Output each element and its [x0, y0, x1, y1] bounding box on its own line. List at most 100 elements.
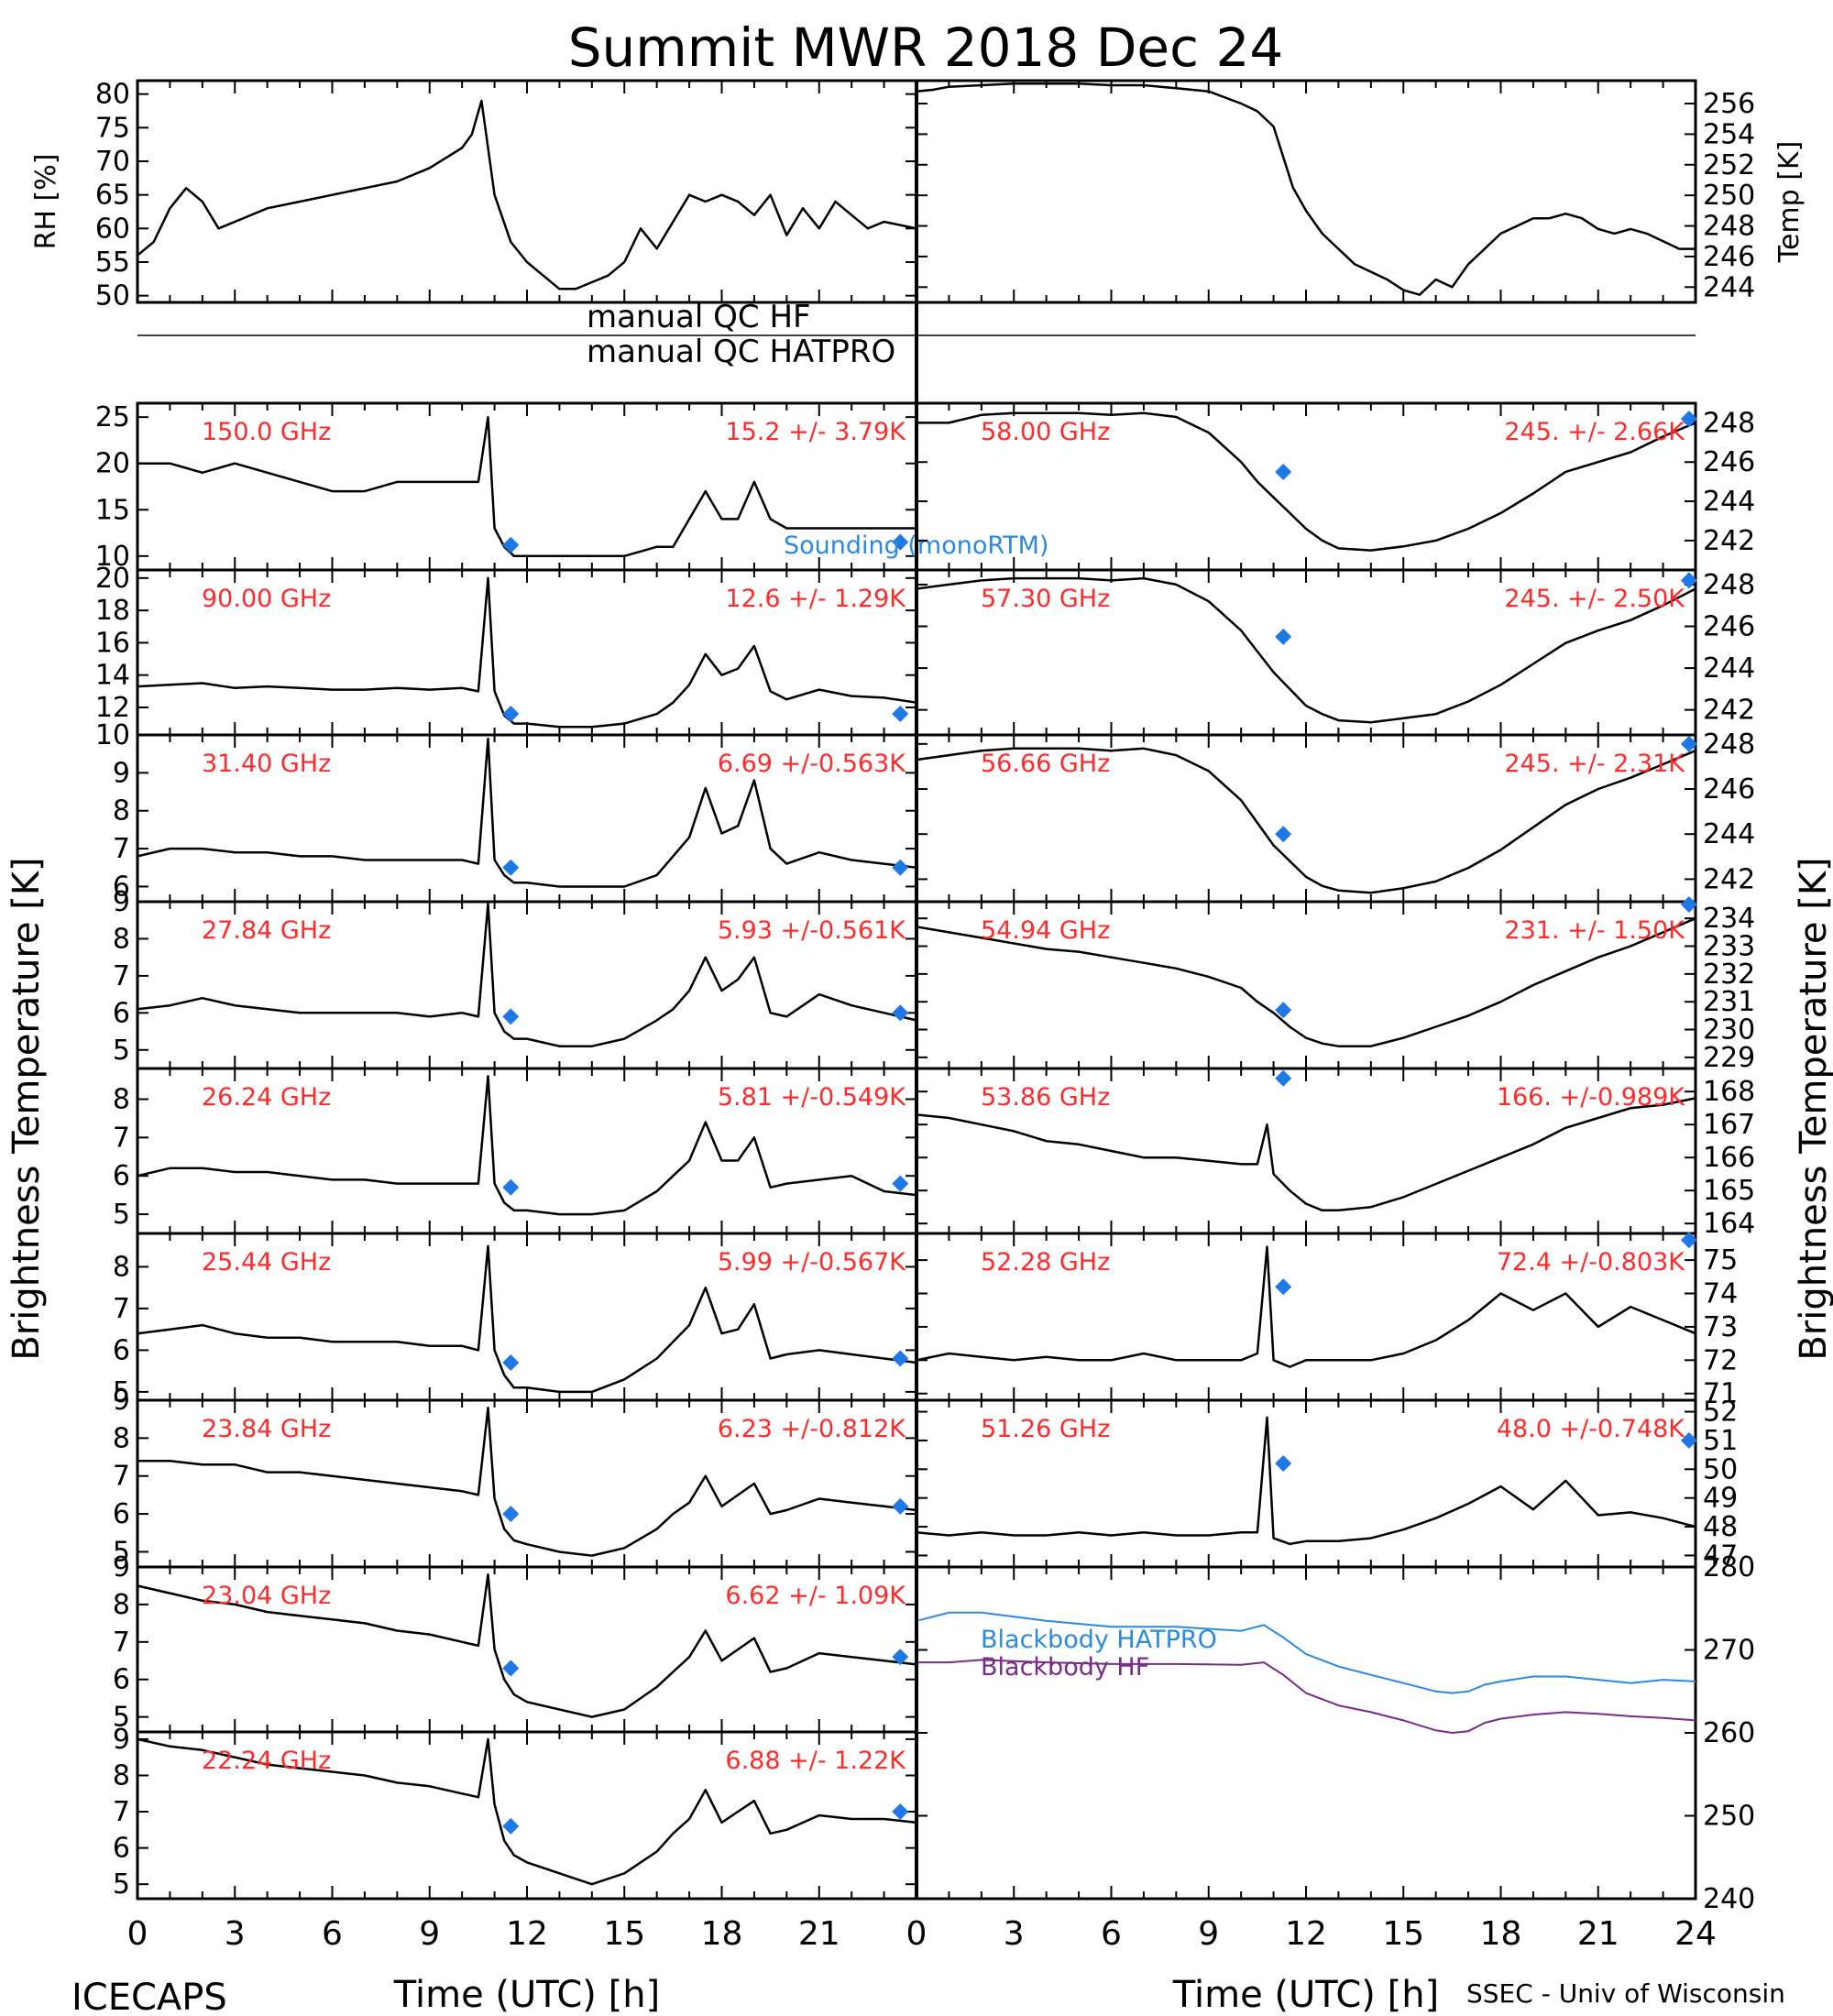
sounding-marker: [892, 533, 909, 551]
y-tick-label: 246: [1703, 611, 1755, 643]
panel-22-24: 56 7 89 22.24 GHz 6.88 +/- 1.22K: [113, 1724, 918, 1901]
y-tick-label: 250: [1703, 180, 1755, 212]
frequency-label: 51.26 GHz: [981, 1415, 1110, 1443]
y-tick-label: 6: [113, 1498, 130, 1530]
y-tick-label: 75: [1703, 1244, 1738, 1276]
y-tick-label: 248: [1703, 211, 1755, 243]
x-tick-label: 9: [419, 1915, 440, 1953]
y-tick-label: 168: [1703, 1076, 1755, 1108]
sounding-marker: [892, 1649, 909, 1666]
y-tick-label: 52: [1703, 1397, 1738, 1429]
x-tick-label: 6: [1101, 1915, 1122, 1953]
y-tick-label: 5: [113, 1868, 130, 1901]
y-tick-label: 15: [95, 494, 130, 526]
y-tick-label: 14: [95, 660, 130, 692]
stat-label: 245. +/- 2.66K: [1504, 418, 1685, 446]
y-tick-label: 5: [113, 1376, 130, 1408]
stat-label: 15.2 +/- 3.79K: [725, 418, 906, 446]
frequency-label: 54.94 GHz: [981, 916, 1110, 945]
x-tick-label: 24: [1674, 1915, 1717, 1953]
y-tick-label: 16: [95, 627, 130, 659]
stat-label: 245. +/- 2.50K: [1504, 585, 1685, 613]
sounding-marker: [1680, 411, 1697, 428]
sounding-marker: [1275, 1069, 1292, 1087]
y-tick-label: 6: [113, 871, 130, 903]
y-tick-label: 7: [113, 1627, 130, 1659]
y-tick-label: 72: [1703, 1344, 1738, 1376]
stat-label: 12.6 +/- 1.29K: [725, 585, 906, 613]
y-tick-label: 50: [1703, 1453, 1738, 1485]
y-tick-label: 246: [1703, 773, 1755, 805]
x-tick-label: 0: [906, 1915, 927, 1953]
panel-31-40: 6 7 8 9 10 31.40 GHz 6.69 +/-0.563K: [95, 719, 918, 904]
frequency-label: 150.0 GHz: [202, 418, 331, 446]
sounding-marker: [502, 859, 520, 876]
sounding-marker: [1275, 463, 1292, 480]
stat-label: 166. +/-0.989K: [1497, 1083, 1685, 1112]
left-y-axis-title: Brightness Temperature [K]: [5, 857, 48, 1360]
y-tick-label: 12: [95, 692, 130, 724]
sounding-marker: [1275, 628, 1292, 645]
frequency-label: 53.86 GHz: [981, 1083, 1110, 1112]
data-trace: [916, 576, 1696, 724]
y-tick-label: 10: [95, 719, 130, 751]
right-y-axis-title: Brightness Temperature [K]: [1793, 857, 1833, 1360]
y-tick-label: 9: [113, 1385, 130, 1417]
y-tick-label: 6: [113, 1664, 130, 1696]
y-tick-label: 6: [113, 1334, 130, 1366]
sounding-marker: [502, 1008, 520, 1025]
y-tick-label: 55: [95, 247, 130, 279]
sounding-marker: [892, 1175, 909, 1192]
x-tick-label: 15: [1382, 1915, 1424, 1953]
frequency-label: 25.44 GHz: [202, 1248, 331, 1276]
y-tick-label: 270: [1703, 1635, 1755, 1667]
y-tick-label: 9: [113, 1724, 130, 1756]
sounding-marker: [1680, 572, 1697, 589]
y-tick-label: 246: [1703, 241, 1755, 273]
x-tick-label: 21: [798, 1915, 840, 1953]
y-tick-label: 8: [113, 923, 130, 955]
stat-label: 6.23 +/-0.812K: [718, 1415, 906, 1443]
panel-frame: [915, 79, 1697, 304]
y-tick-label: 60: [95, 213, 130, 245]
sounding-marker: [892, 1803, 909, 1821]
stat-label: 48.0 +/-0.748K: [1497, 1415, 1685, 1443]
data-trace: [137, 902, 917, 1047]
stat-label: 245. +/- 2.31K: [1504, 750, 1685, 778]
y-tick-label: 244: [1703, 271, 1755, 303]
y-tick-label: 166: [1703, 1142, 1755, 1174]
footer-ssec: SSEC - Univ of Wisconsin: [1466, 1978, 1785, 2009]
data-trace: [916, 917, 1696, 1047]
data-trace: [916, 1245, 1696, 1368]
data-trace: [137, 1572, 917, 1718]
stat-label: 5.93 +/-0.561K: [718, 916, 906, 945]
panel-frame: [136, 79, 918, 304]
y-tick-label: 8: [113, 1589, 130, 1621]
x-tick-label: 18: [701, 1915, 743, 1953]
stat-label: 5.81 +/-0.549K: [718, 1083, 906, 1112]
y-tick-label: 75: [95, 112, 130, 144]
y-tick-label: 167: [1703, 1109, 1755, 1141]
y-tick-label: 20: [95, 563, 130, 595]
frequency-label: 23.84 GHz: [202, 1415, 331, 1443]
qc-hf-label: manual QC HF: [587, 299, 811, 335]
panel-23-04: 5 6 7 8 9 23.04 GHz 6.62 +/- 1.09K: [113, 1551, 918, 1734]
y-tick-label: 7: [113, 1461, 130, 1493]
y-tick-label: 280: [1703, 1551, 1755, 1583]
y-tick-label: 260: [1703, 1717, 1755, 1749]
y-tick-label: 5: [113, 1035, 130, 1067]
y-tick-label: 70: [95, 146, 130, 178]
panel-26-24: 5 6 7 8 26.24 GHz 5.81 +/-0.549K: [113, 1067, 918, 1235]
stat-label: 6.69 +/-0.563K: [718, 750, 906, 778]
stat-label: 72.4 +/-0.803K: [1497, 1248, 1685, 1276]
figure-title: Summit MWR 2018 Dec 24: [568, 16, 1284, 79]
y-tick-label: 252: [1703, 149, 1755, 181]
y-tick-label: 7: [113, 1122, 130, 1154]
x-tick-label: 12: [506, 1915, 548, 1953]
frequency-label: 90.00 GHz: [202, 585, 331, 613]
frequency-label: 26.24 GHz: [202, 1083, 331, 1112]
x-tick-label: 9: [1198, 1915, 1219, 1953]
data-trace: [137, 415, 916, 558]
